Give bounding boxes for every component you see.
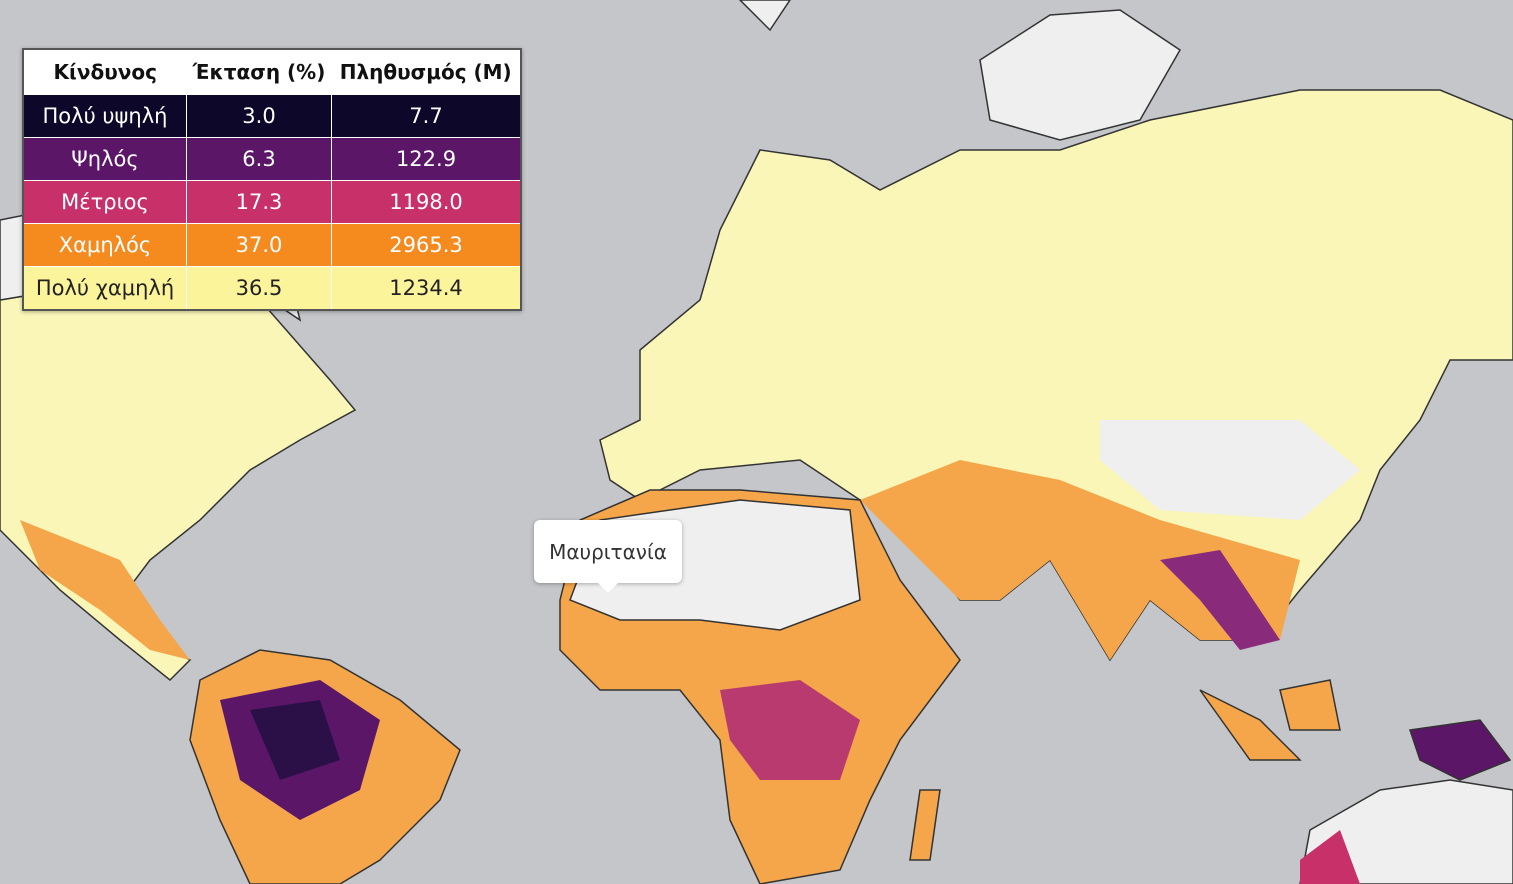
table-cell: Πολύ υψηλή xyxy=(22,94,187,138)
table-body: Πολύ υψηλή 3.0 7.7 Ψηλός 6.3 122.9 Μέτριος 17.3… xyxy=(22,94,522,311)
table-row: Ψηλός 6.3 122.9 xyxy=(22,137,522,181)
landmass xyxy=(1199,689,1302,761)
header-row: Κίνδυνος Έκταση (%) Πληθυσμός (M) xyxy=(23,49,521,95)
table-cell: Πολύ χαμηλή xyxy=(22,266,187,311)
risk-area xyxy=(720,680,860,780)
column-header: Έκταση (%) xyxy=(192,60,326,84)
table-cell: 7.7 xyxy=(331,94,522,138)
table-row: Μέτριος 17.3 1198.0 xyxy=(22,180,522,224)
table-cell: 37.0 xyxy=(186,223,332,267)
legend-table: Κίνδυνος Έκταση (%) Πληθυσμός (M) Πολύ υψη… xyxy=(22,48,522,311)
landmass xyxy=(1409,719,1512,781)
risk-area xyxy=(1300,830,1360,884)
risk-area xyxy=(860,460,1300,660)
table-cell: Χαμηλός xyxy=(22,223,187,267)
table-header: Κίνδυνος Έκταση (%) Πληθυσμός (M) xyxy=(23,49,521,95)
table-cell: 1198.0 xyxy=(331,180,522,224)
risk-area xyxy=(1160,550,1280,650)
risk-area xyxy=(20,520,190,660)
risk-area xyxy=(250,700,340,780)
landmass xyxy=(1279,679,1341,731)
table-cell: 17.3 xyxy=(186,180,332,224)
landmass xyxy=(979,9,1181,141)
column-header: Κίνδυνος xyxy=(53,60,157,84)
table-cell: Μέτριος xyxy=(22,180,187,224)
landmass xyxy=(909,789,941,861)
table-row: Πολύ υψηλή 3.0 7.7 xyxy=(22,94,522,138)
landmass xyxy=(738,0,791,32)
table-cell: 36.5 xyxy=(186,266,332,311)
table-cell: 6.3 xyxy=(186,137,332,181)
table-cell: Ψηλός xyxy=(22,137,187,181)
column-header: Πληθυσμός (M) xyxy=(339,60,512,84)
table-cell: 1234.4 xyxy=(331,266,522,311)
tooltip: Μαυριτανία xyxy=(534,520,682,593)
landmass xyxy=(1299,779,1513,884)
table-cell: 2965.3 xyxy=(331,223,522,267)
table-row: Πολύ χαμηλή 36.5 1234.4 xyxy=(22,266,522,311)
table-row: Χαμηλός 37.0 2965.3 xyxy=(22,223,522,267)
no-data xyxy=(1100,420,1360,520)
table-cell: 122.9 xyxy=(331,137,522,181)
table-cell: 3.0 xyxy=(186,94,332,138)
